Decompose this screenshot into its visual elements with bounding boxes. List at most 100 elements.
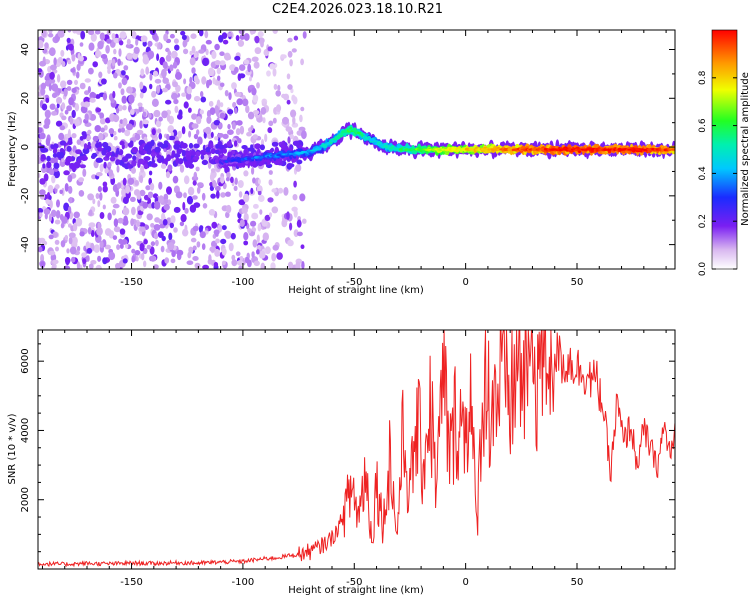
noise-speck [178, 158, 184, 165]
noise-speck [259, 144, 265, 151]
noise-speck [149, 73, 153, 81]
noise-speck [193, 133, 199, 140]
noise-speck [193, 75, 199, 83]
noise-speck [170, 50, 178, 59]
noise-speck [130, 196, 136, 202]
noise-speck [268, 179, 273, 186]
noise-speck [173, 143, 180, 150]
noise-speck [38, 138, 42, 143]
noise-speck [214, 43, 220, 51]
noise-speck [119, 228, 126, 235]
noise-speck [71, 87, 77, 94]
noise-speck [59, 159, 66, 168]
noise-speck [167, 199, 172, 206]
noise-speck [139, 81, 144, 90]
noise-speck [173, 206, 181, 213]
noise-speck [243, 59, 250, 65]
noise-speck [202, 203, 208, 209]
noise-speck [286, 99, 291, 105]
noise-speck [205, 48, 209, 56]
noise-speck [151, 98, 159, 108]
noise-speck [87, 141, 91, 147]
noise-speck [66, 37, 71, 44]
noise-speck [173, 153, 181, 159]
noise-speck [210, 131, 214, 138]
noise-speck [192, 195, 198, 200]
noise-speck [169, 64, 174, 72]
noise-speck [91, 174, 97, 180]
noise-speck [151, 128, 156, 136]
noise-speck [54, 239, 60, 245]
noise-speck [140, 68, 145, 77]
noise-speck [60, 240, 66, 248]
noise-speck [83, 101, 91, 108]
noise-speck [135, 38, 139, 46]
noise-speck [228, 242, 234, 252]
noise-speck [166, 114, 171, 122]
noise-speck [56, 74, 61, 83]
noise-speck [193, 143, 200, 149]
noise-speck [158, 181, 163, 190]
noise-speck [222, 39, 229, 45]
y-tick-label: 6000 [20, 348, 31, 373]
noise-speck [149, 83, 153, 90]
noise-speck [109, 156, 116, 162]
noise-speck [238, 191, 243, 198]
noise-speck [201, 243, 206, 251]
noise-speck [73, 161, 81, 169]
noise-speck [88, 67, 94, 75]
noise-speck [131, 167, 136, 174]
noise-speck [198, 49, 205, 54]
noise-speck [237, 39, 245, 47]
noise-speck [142, 40, 147, 47]
noise-speck [148, 113, 152, 119]
noise-speck [71, 152, 75, 157]
noise-speck [237, 138, 242, 144]
noise-speck [126, 123, 133, 131]
noise-speck [191, 45, 196, 54]
noise-speck [188, 163, 195, 169]
noise-speck [79, 136, 84, 141]
noise-speck [63, 265, 71, 269]
noise-speck [99, 240, 104, 248]
noise-speck [199, 231, 206, 239]
noise-speck [76, 261, 80, 269]
noise-speck [99, 32, 106, 41]
noise-speck [197, 136, 203, 145]
noise-speck [64, 109, 69, 115]
noise-speck [169, 222, 174, 229]
noise-speck [209, 107, 216, 115]
noise-speck [111, 208, 117, 216]
noise-speck [209, 142, 214, 149]
noise-speck [287, 261, 294, 269]
noise-speck [38, 68, 43, 73]
noise-speck [271, 252, 277, 262]
noise-speck [234, 91, 242, 97]
noise-speck [58, 88, 62, 94]
noise-speck [301, 130, 307, 140]
noise-speck [40, 261, 45, 269]
noise-speck [144, 144, 150, 152]
noise-speck [100, 54, 108, 59]
noise-speck [243, 170, 249, 177]
noise-speck [238, 73, 246, 79]
noise-speck [43, 208, 51, 215]
noise-speck [155, 85, 161, 94]
noise-speck [154, 217, 161, 223]
noise-speck [48, 250, 56, 256]
noise-speck [39, 212, 43, 218]
noise-speck [207, 67, 215, 77]
noise-speck [71, 236, 78, 246]
noise-speck [184, 207, 189, 214]
noise-speck [150, 163, 158, 168]
noise-speck [89, 97, 96, 103]
noise-speck [156, 154, 162, 159]
noise-speck [158, 41, 162, 50]
noise-speck [215, 185, 221, 192]
noise-speck [41, 103, 48, 111]
noise-speck [122, 117, 128, 126]
spectrogram-signal-layer [218, 121, 675, 170]
noise-speck [119, 243, 124, 249]
noise-speck [86, 255, 90, 262]
noise-speck [97, 255, 102, 262]
